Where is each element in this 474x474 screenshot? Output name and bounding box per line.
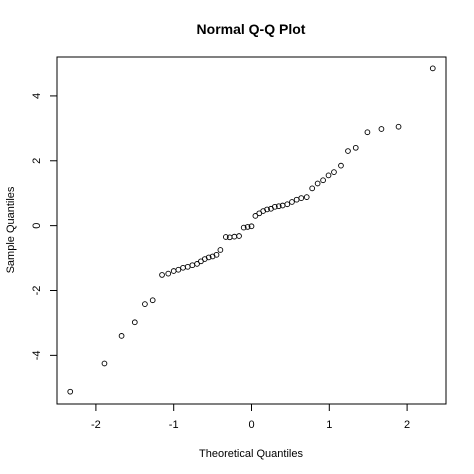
data-point [275,203,282,210]
data-point [175,266,182,273]
data-point [244,224,251,230]
y-tick-label: -2 [31,286,43,296]
data-point [284,201,291,208]
data-point [395,123,402,130]
data-point [378,126,385,132]
data-point [352,144,359,151]
data-point [248,223,255,230]
data-point [213,251,220,258]
data-point [131,319,138,326]
data-point [240,224,247,231]
data-point [314,180,321,187]
y-axis-label: Sample Quantiles [5,186,17,273]
data-point [289,199,295,205]
data-point [264,206,270,213]
data-point [236,233,242,239]
x-tick-label: 2 [404,419,410,431]
data-point [271,203,278,210]
chart-title: Normal Q-Q Plot [197,21,306,37]
data-point [345,148,351,154]
data-point [338,162,344,169]
data-point [331,169,337,175]
y-tick-label: 0 [31,223,43,229]
data-point [149,297,156,304]
data-point [364,129,371,136]
data-point [67,388,74,395]
y-tick-label: 2 [31,158,43,164]
data-point [159,272,165,278]
data-point [298,195,305,201]
data-point [222,234,229,240]
data-point [252,213,259,219]
x-axis: -2 -1 0 1 2 [91,404,410,431]
data-point [320,177,326,184]
y-tick-label: 4 [31,93,43,99]
x-tick-label: -2 [91,419,101,431]
x-axis-label: Theoretical Quantiles [199,448,303,460]
data-point [194,261,200,267]
data-point [118,333,125,339]
data-point [142,301,148,307]
data-point [429,65,436,72]
data-point [165,270,172,277]
data-point [205,254,212,261]
data-point [217,247,224,253]
data-point [325,172,332,179]
x-tick-label: 0 [248,419,254,431]
x-tick-label: -1 [169,419,179,431]
data-point [303,194,310,200]
data-point [101,360,108,367]
y-axis: -4 -2 0 2 4 [31,93,57,360]
x-tick-label: 1 [326,419,332,431]
data-points [67,65,436,395]
y-tick-label: -4 [31,350,43,360]
data-point [309,185,316,192]
